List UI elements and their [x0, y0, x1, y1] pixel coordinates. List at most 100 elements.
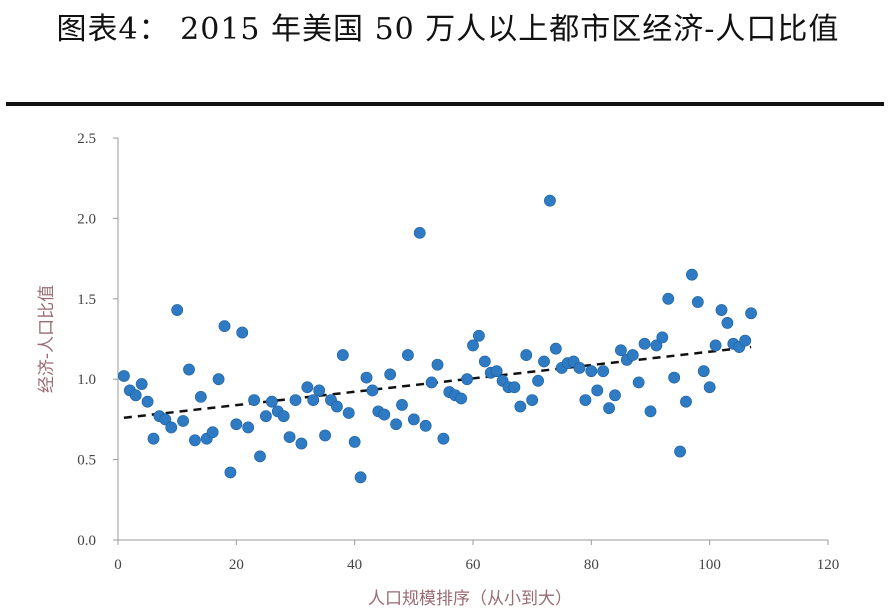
- data-point: [467, 339, 479, 352]
- data-point: [224, 466, 237, 479]
- data-point: [159, 413, 172, 426]
- x-tick-label: 20: [229, 557, 244, 573]
- data-point: [135, 378, 148, 390]
- data-point: [212, 373, 225, 386]
- data-point: [183, 363, 195, 376]
- data-point: [189, 434, 201, 447]
- data-point: [455, 392, 468, 405]
- trend-line-group: [123, 345, 752, 420]
- data-point: [721, 317, 734, 329]
- data-point: [254, 450, 266, 463]
- data-point: [354, 471, 367, 484]
- data-point: [650, 339, 663, 352]
- data-point: [508, 381, 521, 394]
- data-point: [544, 194, 556, 207]
- data-point: [331, 400, 343, 413]
- data-point: [236, 326, 249, 339]
- data-point: [431, 358, 444, 371]
- data-point: [668, 371, 681, 384]
- chart-title: 图表4： 2015 年美国 50 万人以上都市区经济-人口比值: [56, 12, 840, 47]
- data-point: [437, 432, 450, 445]
- data-point: [745, 307, 757, 320]
- y-tick-label: 2.5: [77, 131, 96, 147]
- y-axis-title: 经济-人口比值: [37, 285, 57, 393]
- data-point: [165, 421, 178, 434]
- data-point: [265, 395, 278, 408]
- data-point: [549, 342, 562, 355]
- x-tick-label: 40: [347, 557, 362, 573]
- data-point: [396, 399, 408, 411]
- data-point: [739, 334, 752, 347]
- data-point: [526, 394, 539, 407]
- data-point: [662, 292, 675, 305]
- data-point: [532, 374, 544, 387]
- y-tick-label: 0.5: [77, 453, 96, 469]
- data-point: [360, 371, 373, 384]
- data-point: [680, 395, 692, 408]
- data-point: [703, 381, 716, 394]
- data-point: [626, 349, 639, 361]
- data-point: [413, 226, 426, 239]
- data-point: [283, 431, 296, 443]
- data-point: [260, 410, 272, 423]
- data-point: [615, 344, 627, 357]
- data-point: [242, 421, 255, 434]
- x-tick-label: 120: [817, 557, 840, 573]
- data-point: [478, 355, 491, 368]
- data-point: [206, 426, 219, 439]
- data-point: [129, 389, 142, 402]
- data-point: [171, 304, 184, 316]
- data-point: [118, 370, 130, 382]
- data-point: [218, 320, 231, 333]
- y-tick-label: 1.5: [77, 292, 96, 308]
- data-point: [141, 395, 154, 408]
- data-point: [473, 329, 485, 342]
- y-tick-label: 2.0: [77, 211, 96, 227]
- data-point: [177, 415, 189, 427]
- data-point: [490, 365, 503, 378]
- data-point: [514, 400, 527, 413]
- data-point: [277, 410, 290, 423]
- data-point: [194, 390, 207, 403]
- y-tick-label: 1.0: [77, 372, 96, 388]
- data-point: [384, 368, 397, 381]
- y-tick-label: 0.0: [77, 533, 96, 549]
- data-point: [674, 445, 686, 458]
- data-point: [644, 405, 657, 418]
- x-tick-label: 60: [466, 557, 481, 573]
- data-point: [147, 432, 160, 445]
- data-point: [632, 376, 645, 389]
- x-tick-label: 0: [114, 557, 122, 573]
- data-point: [579, 394, 592, 407]
- data-point: [336, 349, 349, 361]
- data-point: [656, 331, 669, 344]
- x-tick-label: 80: [584, 557, 599, 573]
- data-point: [342, 407, 355, 419]
- data-point: [538, 355, 550, 368]
- data-point: [709, 339, 722, 352]
- data-point: [461, 373, 473, 386]
- data-point: [715, 304, 728, 316]
- data-point: [230, 418, 243, 431]
- data-point: [289, 394, 302, 407]
- data-point: [520, 349, 533, 361]
- data-point: [573, 362, 586, 374]
- data-point: [609, 389, 621, 402]
- axes: [113, 137, 829, 545]
- data-point: [301, 381, 314, 394]
- data-point: [591, 384, 604, 397]
- data-point: [585, 365, 598, 378]
- data-point: [697, 365, 710, 378]
- title-underline: [6, 102, 884, 106]
- data-point: [378, 408, 391, 421]
- data-point: [638, 337, 651, 350]
- data-point: [425, 376, 438, 389]
- data-point: [603, 402, 615, 415]
- data-point: [348, 436, 361, 448]
- data-point: [319, 429, 331, 442]
- data-point: [366, 384, 379, 397]
- trend-line: [123, 345, 752, 420]
- data-point: [390, 418, 402, 431]
- x-axis-title: 人口规模排序（从小到大）: [368, 589, 572, 609]
